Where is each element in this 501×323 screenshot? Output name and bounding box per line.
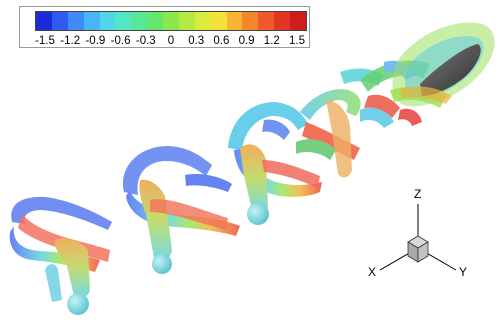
legend-tick-label: 0 xyxy=(167,35,175,47)
legend-color-cell xyxy=(290,12,306,30)
axis-label-y: Y xyxy=(459,265,468,279)
axis-triad xyxy=(379,204,457,271)
legend-color-cell xyxy=(115,12,132,30)
legend-tick-label: 1.5 xyxy=(289,35,305,47)
axis-label-x: X xyxy=(368,265,377,279)
legend-tick-label: 0.6 xyxy=(213,35,230,47)
legend-color-cell xyxy=(51,12,68,30)
legend-color-cell xyxy=(226,12,243,30)
color-legend: -1.5 -1.2 -0.9 -0.6 -0.3 0 0.3 0.6 0.9 1.2 1.5 xyxy=(19,6,310,48)
legend-color-cell xyxy=(99,12,116,30)
legend-color-cell xyxy=(242,12,259,30)
legend-tick-label: -1.2 xyxy=(60,35,81,47)
legend-tick-label: 0.3 xyxy=(188,35,205,47)
vortex-ring-3 xyxy=(228,102,322,225)
legend-color-cell xyxy=(36,12,52,30)
legend-tick-label: -0.6 xyxy=(110,35,131,47)
vortex-ring-2 xyxy=(122,146,240,274)
legend-tick-labels: -1.5 -1.2 -0.9 -0.6 -0.3 0 0.3 0.6 0.9 1.2 1.5 xyxy=(20,34,311,48)
legend-color-cell xyxy=(274,12,290,30)
legend-color-cell xyxy=(163,12,179,30)
legend-tick-label: 1.2 xyxy=(263,35,280,47)
legend-tick-label: -1.5 xyxy=(35,35,55,47)
legend-tick-label: -0.3 xyxy=(135,35,156,47)
legend-color-cell xyxy=(258,12,275,30)
legend-tick-label: 0.9 xyxy=(238,35,255,47)
legend-color-cell xyxy=(67,12,84,30)
legend-colorbar xyxy=(35,11,307,31)
flapping-body xyxy=(392,22,495,107)
legend-color-cell xyxy=(178,12,195,30)
vortex-ring-1 xyxy=(9,196,113,315)
axis-label-z: Z xyxy=(414,187,422,201)
legend-color-cell xyxy=(210,12,227,30)
legend-color-cell xyxy=(131,12,148,30)
legend-color-cell xyxy=(83,12,100,30)
legend-color-cell xyxy=(147,12,163,30)
legend-tick-label: -0.9 xyxy=(85,35,106,47)
legend-color-cell xyxy=(194,12,211,30)
